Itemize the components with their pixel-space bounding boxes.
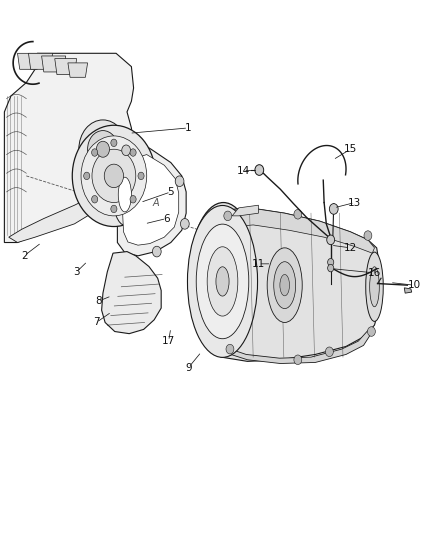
Text: 14: 14	[237, 166, 250, 175]
Circle shape	[96, 141, 110, 157]
Ellipse shape	[370, 266, 379, 307]
Circle shape	[122, 145, 131, 156]
Circle shape	[79, 120, 127, 179]
Circle shape	[224, 211, 232, 221]
Circle shape	[130, 196, 136, 203]
Polygon shape	[221, 208, 374, 253]
Text: 9: 9	[185, 363, 192, 373]
Circle shape	[180, 219, 189, 229]
Circle shape	[81, 136, 147, 216]
Polygon shape	[68, 63, 88, 77]
Circle shape	[367, 327, 375, 336]
Ellipse shape	[189, 203, 257, 352]
Polygon shape	[42, 56, 66, 72]
Polygon shape	[4, 53, 134, 243]
Text: 8: 8	[95, 296, 102, 306]
Polygon shape	[223, 330, 371, 364]
Circle shape	[111, 205, 117, 213]
Polygon shape	[18, 53, 39, 69]
Ellipse shape	[280, 274, 290, 296]
Ellipse shape	[197, 219, 250, 336]
Ellipse shape	[196, 224, 249, 339]
Polygon shape	[117, 141, 186, 256]
Ellipse shape	[366, 252, 383, 321]
Circle shape	[88, 131, 118, 168]
Polygon shape	[404, 288, 412, 293]
Circle shape	[152, 246, 161, 257]
Text: 7: 7	[93, 318, 100, 327]
Polygon shape	[232, 205, 258, 216]
Text: 11: 11	[252, 259, 265, 269]
Circle shape	[294, 209, 302, 219]
Circle shape	[175, 176, 184, 187]
Ellipse shape	[207, 247, 238, 316]
Text: 16: 16	[368, 268, 381, 278]
Text: 6: 6	[163, 214, 170, 223]
Text: 15: 15	[344, 144, 357, 154]
Circle shape	[328, 264, 334, 272]
Circle shape	[130, 149, 136, 156]
Text: 5: 5	[167, 187, 174, 197]
Circle shape	[226, 344, 234, 354]
Text: 12: 12	[344, 243, 357, 253]
Polygon shape	[209, 208, 379, 361]
Polygon shape	[9, 184, 118, 243]
Circle shape	[104, 164, 124, 188]
Ellipse shape	[267, 248, 302, 322]
Text: 3: 3	[73, 267, 80, 277]
Circle shape	[111, 139, 117, 147]
Ellipse shape	[216, 266, 229, 296]
Polygon shape	[55, 59, 77, 75]
Circle shape	[325, 347, 333, 357]
Circle shape	[92, 149, 98, 156]
Text: 10: 10	[407, 280, 420, 290]
Text: 2: 2	[21, 251, 28, 261]
Polygon shape	[123, 155, 179, 245]
Ellipse shape	[118, 177, 131, 212]
Ellipse shape	[274, 262, 296, 309]
Ellipse shape	[113, 164, 137, 225]
Circle shape	[328, 259, 334, 266]
Circle shape	[84, 172, 90, 180]
Text: 1: 1	[185, 123, 192, 133]
Circle shape	[72, 125, 155, 227]
Circle shape	[92, 196, 98, 203]
Circle shape	[138, 172, 144, 180]
Text: A: A	[152, 198, 159, 207]
Text: 17: 17	[162, 336, 175, 346]
Circle shape	[255, 165, 264, 175]
Circle shape	[364, 231, 372, 240]
Polygon shape	[102, 252, 161, 334]
Text: 13: 13	[348, 198, 361, 207]
Circle shape	[92, 149, 136, 203]
Polygon shape	[28, 53, 53, 69]
Ellipse shape	[187, 205, 258, 358]
Circle shape	[327, 235, 335, 245]
Circle shape	[294, 355, 302, 365]
Circle shape	[329, 204, 338, 214]
